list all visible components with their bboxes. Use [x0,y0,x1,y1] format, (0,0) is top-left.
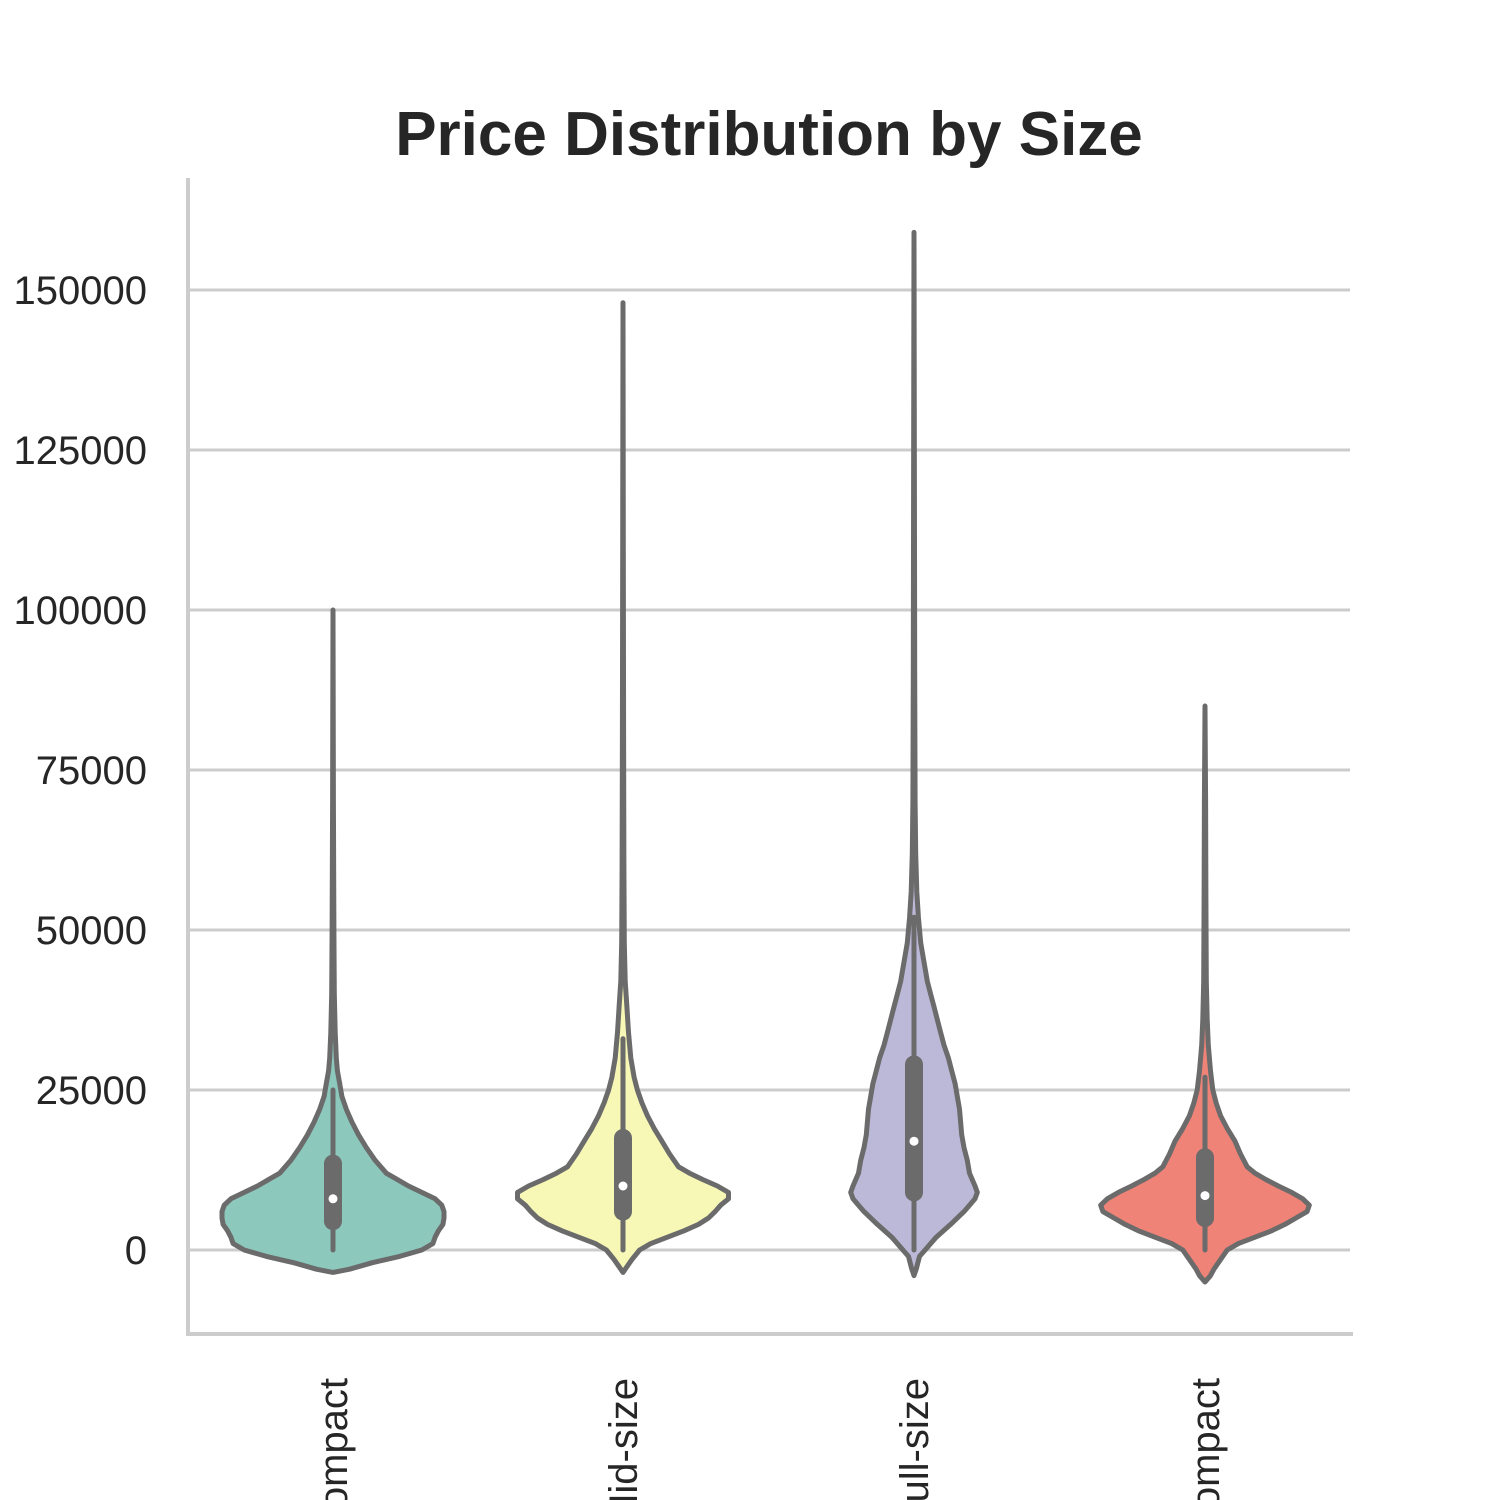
x-tick-label: Mid-size [602,1378,646,1500]
violin-median-dot [328,1194,338,1204]
y-tick-label: 25000 [36,1069,147,1113]
y-tick-label: 125000 [14,429,147,473]
violin-body [1098,703,1312,1285]
x-tick-label: Full-size [893,1378,937,1500]
gridlines [188,288,1350,1252]
x-tick-label: Compact [312,1378,356,1500]
y-tick-label: 75000 [36,749,147,793]
violin-body [219,607,447,1275]
x-tick-label: Compact [1184,1378,1228,1500]
violin-group [848,229,980,1279]
y-tick-label: 0 [125,1229,147,1273]
violin-body [515,300,731,1275]
violin-median-dot [909,1136,919,1146]
y-tick-label: 150000 [14,269,147,313]
x-tick-labels: Compact Mid-size Full-size Compact [312,1378,1228,1500]
violin-group [219,607,447,1275]
y-tick-labels: 0 25000 50000 75000 100000 125000 150000 [14,269,147,1273]
violins [219,229,1312,1285]
y-tick-label: 100000 [14,589,147,633]
axes [186,178,1353,1336]
y-tick-label: 50000 [36,909,147,953]
violin-median-dot [1200,1191,1210,1201]
violin-group [515,300,731,1275]
violin-body [848,229,980,1279]
violin-group [1098,703,1312,1285]
violin-median-dot [618,1181,628,1191]
chart-title: Price Distribution by Size [395,100,1143,169]
